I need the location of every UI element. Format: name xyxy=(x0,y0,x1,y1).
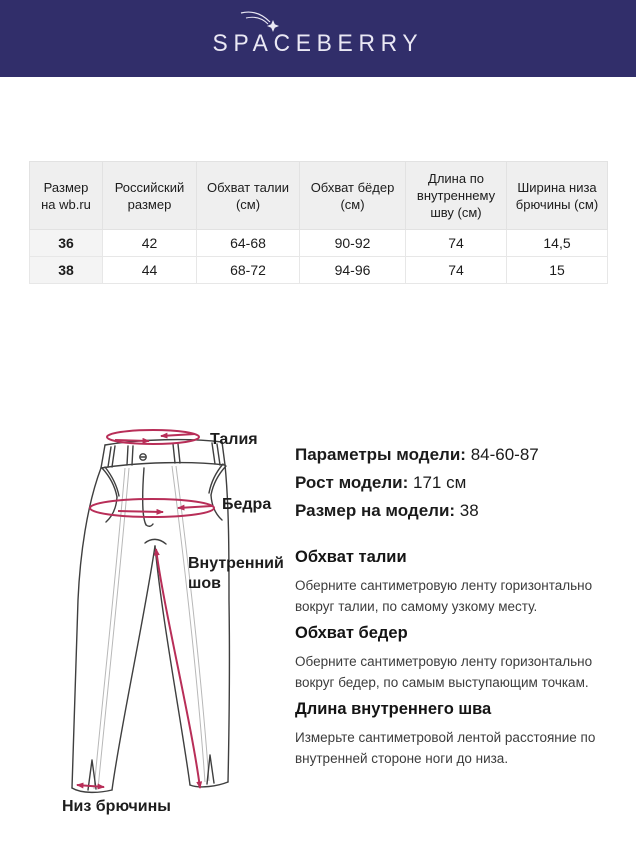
section-waist: Обхват талии Оберните сантиметровую лент… xyxy=(295,548,610,617)
model-params-line: Параметры модели: 84-60-87 xyxy=(295,441,625,469)
col-header-waist: Обхват талии (см) xyxy=(196,161,300,230)
cell-hem-width: 15 xyxy=(506,256,608,284)
label-inner-seam: Внутренний шов xyxy=(188,555,284,592)
cell-inseam: 74 xyxy=(405,256,507,284)
section-hips-title: Обхват бедер xyxy=(295,624,408,642)
brand-header: SPACEBERRY xyxy=(0,0,636,77)
brand-logo-text: SPACEBERRY xyxy=(212,29,424,57)
cell-hips: 94-96 xyxy=(299,256,406,284)
cell-wb-size: 38 xyxy=(29,256,103,284)
label-hips: Бедра xyxy=(222,496,272,513)
section-inseam: Длина внутреннего шва Измерьте сантиметр… xyxy=(295,700,610,769)
model-size-label: Размер на модели: xyxy=(295,501,456,520)
col-header-hips: Обхват бёдер (см) xyxy=(299,161,406,230)
model-params-value: 84-60-87 xyxy=(470,445,539,464)
section-inseam-body: Измерьте сантиметровой лентой расстояние… xyxy=(295,730,596,766)
model-height-label: Рост модели: xyxy=(295,473,409,492)
cell-ru-size: 44 xyxy=(102,256,197,284)
col-header-wb-size: Размер на wb.ru xyxy=(29,161,103,230)
table-row: 38 44 68-72 94-96 74 15 xyxy=(29,256,608,284)
section-waist-body: Оберните сантиметровую ленту горизонталь… xyxy=(295,578,593,614)
section-inseam-title: Длина внутреннего шва xyxy=(295,700,492,718)
section-hips-body: Оберните сантиметровую ленту горизонталь… xyxy=(295,654,593,690)
cell-wb-size: 36 xyxy=(29,229,103,257)
model-info: Параметры модели: 84-60-87 Рост модели: … xyxy=(295,441,625,525)
table-header-row: Размер на wb.ru Российский размер Обхват… xyxy=(29,161,608,230)
shooting-star-icon xyxy=(240,10,280,32)
cell-waist: 64-68 xyxy=(196,229,300,257)
col-header-ru-size: Российский размер xyxy=(102,161,197,230)
trousers-drawing xyxy=(71,429,231,794)
size-table: Размер на wb.ru Российский размер Обхват… xyxy=(29,161,608,284)
model-size-line: Размер на модели: 38 xyxy=(295,497,625,525)
cell-hem-width: 14,5 xyxy=(506,229,608,257)
model-size-value: 38 xyxy=(459,501,479,520)
model-params-label: Параметры модели: xyxy=(295,445,466,464)
section-hips: Обхват бедер Оберните сантиметровую лент… xyxy=(295,624,610,693)
brand-logo: SPACEBERRY xyxy=(207,10,429,58)
cell-hips: 90-92 xyxy=(299,229,406,257)
cell-waist: 68-72 xyxy=(196,256,300,284)
col-header-hem-width: Ширина низа брючины (см) xyxy=(506,161,608,230)
label-waist: Талия xyxy=(210,431,258,448)
cell-inseam: 74 xyxy=(405,229,507,257)
section-waist-title: Обхват талии xyxy=(295,548,407,566)
model-height-value: 171 см xyxy=(412,473,467,492)
label-hem: Низ брючины xyxy=(62,798,171,815)
cell-ru-size: 42 xyxy=(102,229,197,257)
model-height-line: Рост модели: 171 см xyxy=(295,469,625,497)
table-row: 36 42 64-68 90-92 74 14,5 xyxy=(29,229,608,257)
col-header-inseam: Длина по внутреннему шву (см) xyxy=(405,161,507,230)
